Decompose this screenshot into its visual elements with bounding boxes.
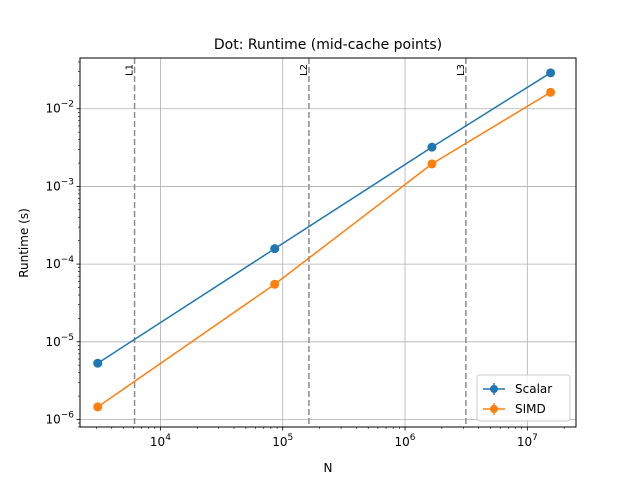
cache-line-label: L3 — [456, 64, 467, 76]
legend-marker-simd — [490, 405, 498, 413]
series-line-simd — [97, 91, 551, 408]
series-point-simd — [546, 87, 556, 97]
x-tick-label: 104 — [150, 433, 171, 449]
x-tick-label: 107 — [517, 433, 538, 449]
series-point-scalar — [93, 358, 103, 368]
series-point-scalar — [546, 68, 556, 78]
series-point-simd — [93, 402, 103, 412]
series-line-scalar — [97, 72, 552, 364]
ticks: 104 105 106 107 10−6 10−5 10−4 10−3 10−2 — [45, 61, 565, 449]
series — [93, 68, 556, 412]
x-axis-label: N — [324, 461, 333, 475]
chart-title: Dot: Runtime (mid-cache points) — [214, 37, 442, 53]
legend-marker-scalar — [490, 385, 498, 393]
series-point-scalar — [427, 142, 437, 152]
x-tick-label: 106 — [395, 433, 416, 449]
y-tick-label: 10−4 — [45, 255, 74, 271]
x-tick-label: 105 — [272, 433, 293, 449]
series-point-simd — [427, 159, 437, 169]
cache-line-label: L1 — [125, 64, 136, 76]
plot-frame — [79, 57, 577, 428]
y-tick-label: 10−6 — [45, 410, 74, 426]
y-axis-label: Runtime (s) — [17, 208, 31, 278]
cache-lines: L1 L2 L3 — [125, 58, 467, 427]
y-tick-label: 10−2 — [45, 100, 74, 116]
y-tick-label: 10−3 — [45, 177, 74, 193]
legend-label-simd: SIMD — [515, 402, 546, 416]
series-point-simd — [270, 279, 280, 289]
grid — [80, 58, 576, 427]
y-tick-label: 10−5 — [45, 333, 74, 349]
series-point-scalar — [270, 244, 280, 254]
legend: Scalar SIMD — [476, 374, 571, 422]
cache-line-label: L2 — [299, 64, 310, 76]
legend-label-scalar: Scalar — [515, 382, 552, 396]
